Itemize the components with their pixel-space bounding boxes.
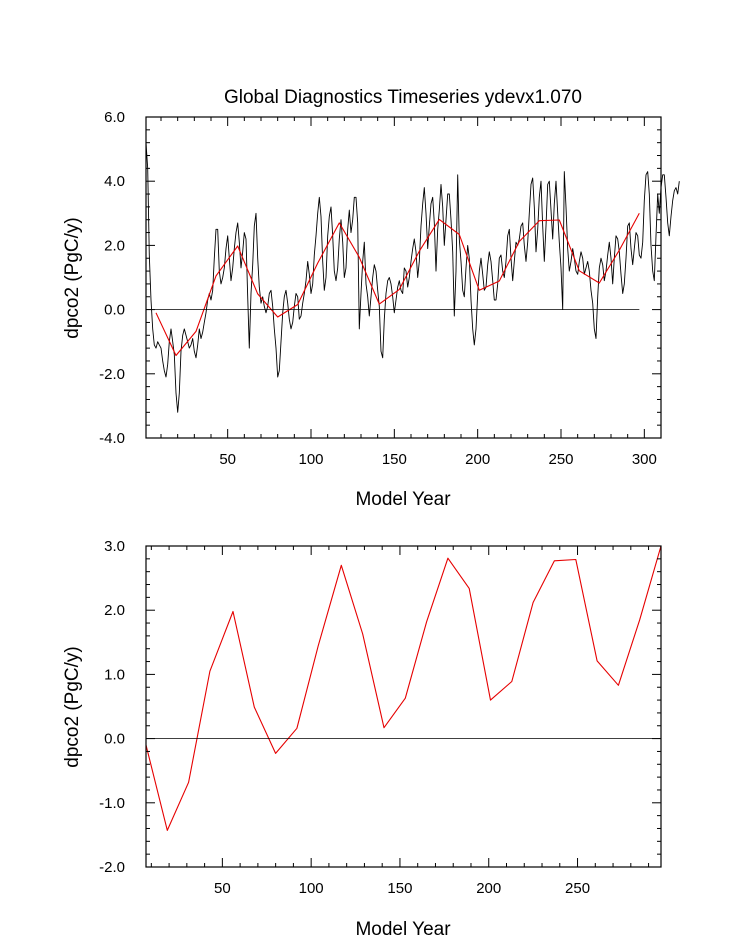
- timeseries-panel-top: Global Diagnostics Timeseries ydevx1.070…: [62, 87, 680, 510]
- y-tick-label: 2.0: [104, 237, 125, 254]
- x-tick-label: 100: [299, 880, 324, 897]
- y-tick-label: 4.0: [104, 173, 125, 190]
- x-axis-title: Model Year: [355, 919, 451, 940]
- x-tick-label: 50: [219, 451, 236, 468]
- y-tick-label: 1.0: [104, 666, 125, 683]
- y-tick-label: 0.0: [104, 731, 125, 748]
- y-tick-label: -2.0: [99, 366, 125, 383]
- series-line-decadal-mean: [155, 213, 640, 357]
- y-axis-title: dpco2 (PgC/y): [62, 646, 83, 767]
- series-line-annual: [145, 142, 680, 413]
- timeseries-panel-bottom: dpco2 (PgC/y) Model Year 50 100 150 200 250 -…: [62, 538, 662, 940]
- series-line-decadal-mean: [145, 545, 662, 831]
- x-tick-label: 250: [548, 451, 573, 468]
- x-tick-label: 300: [632, 451, 657, 468]
- x-tick-label: 150: [382, 451, 407, 468]
- chart-title: Global Diagnostics Timeseries ydevx1.070: [224, 87, 582, 108]
- y-axis-title: dpco2 (PgC/y): [62, 217, 83, 338]
- y-tick-label: 2.0: [104, 602, 125, 619]
- y-tick-label: -1.0: [99, 795, 125, 812]
- x-tick-label: 100: [298, 451, 323, 468]
- y-tick-label: 0.0: [104, 302, 125, 319]
- x-tick-label: 200: [476, 880, 501, 897]
- plot-frame: [145, 116, 662, 439]
- x-axis-title: Model Year: [355, 489, 451, 510]
- y-tick-label: -2.0: [99, 859, 125, 876]
- x-tick-label: 200: [465, 451, 490, 468]
- plot-frame: [145, 545, 662, 868]
- y-tick-label: -4.0: [99, 430, 125, 447]
- x-tick-label: 150: [387, 880, 412, 897]
- y-tick-label: 3.0: [104, 538, 125, 555]
- x-tick-label: 250: [565, 880, 590, 897]
- y-tick-label: 6.0: [104, 109, 125, 126]
- x-tick-label: 50: [214, 880, 231, 897]
